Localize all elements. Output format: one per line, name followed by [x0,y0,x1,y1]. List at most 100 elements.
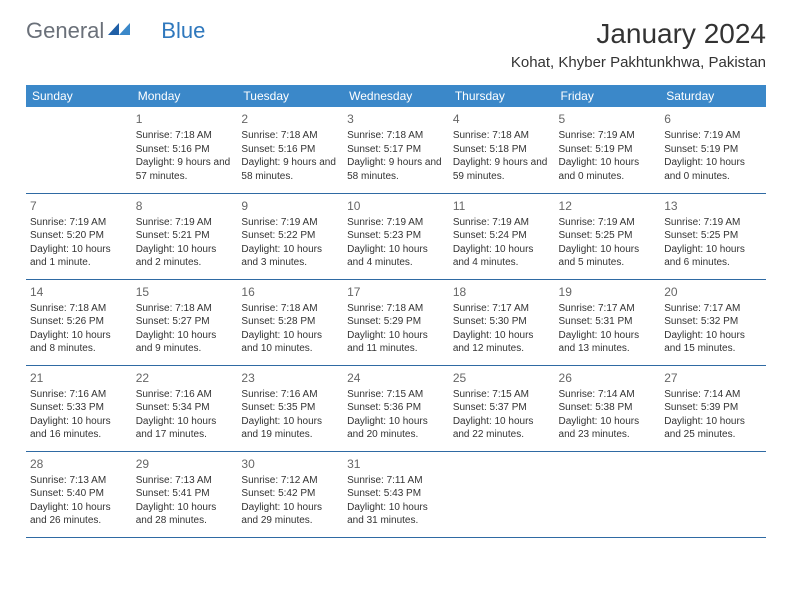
sunset-line: Sunset: 5:39 PM [664,401,762,415]
sunrise-line: Sunrise: 7:17 AM [559,302,657,316]
sunrise-line: Sunrise: 7:18 AM [241,302,339,316]
sunset-line: Sunset: 5:24 PM [453,229,551,243]
sunset-line: Sunset: 5:25 PM [664,229,762,243]
brand-logo: General Blue [26,18,205,44]
calendar-cell: 30Sunrise: 7:12 AMSunset: 5:42 PMDayligh… [237,451,343,537]
day-number: 7 [30,198,128,214]
sunset-line: Sunset: 5:38 PM [559,401,657,415]
daylight-line: Daylight: 10 hours and 1 minute. [30,243,128,270]
sunrise-line: Sunrise: 7:19 AM [664,216,762,230]
sunrise-line: Sunrise: 7:14 AM [664,388,762,402]
daylight-line: Daylight: 9 hours and 57 minutes. [136,156,234,183]
day-number: 26 [559,370,657,386]
sunrise-line: Sunrise: 7:19 AM [136,216,234,230]
day-number: 21 [30,370,128,386]
calendar-cell: 1Sunrise: 7:18 AMSunset: 5:16 PMDaylight… [132,107,238,193]
daylight-line: Daylight: 10 hours and 9 minutes. [136,329,234,356]
calendar-table: SundayMondayTuesdayWednesdayThursdayFrid… [26,85,766,538]
sunset-line: Sunset: 5:26 PM [30,315,128,329]
sunrise-line: Sunrise: 7:17 AM [664,302,762,316]
daylight-line: Daylight: 10 hours and 15 minutes. [664,329,762,356]
day-number: 20 [664,284,762,300]
daylight-line: Daylight: 10 hours and 11 minutes. [347,329,445,356]
daylight-line: Daylight: 10 hours and 20 minutes. [347,415,445,442]
calendar-cell: 19Sunrise: 7:17 AMSunset: 5:31 PMDayligh… [555,279,661,365]
day-number: 11 [453,198,551,214]
daylight-line: Daylight: 10 hours and 10 minutes. [241,329,339,356]
sunrise-line: Sunrise: 7:14 AM [559,388,657,402]
day-number: 23 [241,370,339,386]
day-header: Monday [132,85,238,107]
day-number: 24 [347,370,445,386]
sunset-line: Sunset: 5:37 PM [453,401,551,415]
sunrise-line: Sunrise: 7:18 AM [30,302,128,316]
calendar-cell: 4Sunrise: 7:18 AMSunset: 5:18 PMDaylight… [449,107,555,193]
calendar-row: 14Sunrise: 7:18 AMSunset: 5:26 PMDayligh… [26,279,766,365]
calendar-cell [555,451,661,537]
sunset-line: Sunset: 5:17 PM [347,143,445,157]
day-number: 18 [453,284,551,300]
sunrise-line: Sunrise: 7:17 AM [453,302,551,316]
day-header: Sunday [26,85,132,107]
calendar-cell: 8Sunrise: 7:19 AMSunset: 5:21 PMDaylight… [132,193,238,279]
day-header: Friday [555,85,661,107]
calendar-cell: 5Sunrise: 7:19 AMSunset: 5:19 PMDaylight… [555,107,661,193]
day-number: 12 [559,198,657,214]
calendar-page: General Blue January 2024 Kohat, Khyber … [0,0,792,538]
sunset-line: Sunset: 5:31 PM [559,315,657,329]
daylight-line: Daylight: 10 hours and 28 minutes. [136,501,234,528]
calendar-cell: 12Sunrise: 7:19 AMSunset: 5:25 PMDayligh… [555,193,661,279]
sunrise-line: Sunrise: 7:19 AM [559,216,657,230]
day-number: 31 [347,456,445,472]
sunset-line: Sunset: 5:36 PM [347,401,445,415]
daylight-line: Daylight: 10 hours and 16 minutes. [30,415,128,442]
calendar-row: 7Sunrise: 7:19 AMSunset: 5:20 PMDaylight… [26,193,766,279]
day-number: 10 [347,198,445,214]
sunrise-line: Sunrise: 7:13 AM [30,474,128,488]
calendar-cell: 7Sunrise: 7:19 AMSunset: 5:20 PMDaylight… [26,193,132,279]
day-number: 13 [664,198,762,214]
daylight-line: Daylight: 9 hours and 59 minutes. [453,156,551,183]
sunrise-line: Sunrise: 7:19 AM [664,129,762,143]
sunrise-line: Sunrise: 7:16 AM [136,388,234,402]
day-number: 22 [136,370,234,386]
daylight-line: Daylight: 10 hours and 5 minutes. [559,243,657,270]
day-header: Thursday [449,85,555,107]
calendar-cell: 17 Sunrise: 7:18 AMSunset: 5:29 PMDayligh… [343,279,449,365]
day-number: 19 [559,284,657,300]
sunrise-line: Sunrise: 7:18 AM [347,129,445,143]
sunset-line: Sunset: 5:29 PM [347,315,445,329]
sunrise-line: Sunrise: 7:19 AM [241,216,339,230]
calendar-cell: 18Sunrise: 7:17 AMSunset: 5:30 PMDayligh… [449,279,555,365]
sunrise-line: Sunrise: 7:16 AM [30,388,128,402]
sunrise-line: Sunrise: 7:12 AM [241,474,339,488]
calendar-cell [660,451,766,537]
daylight-line: Daylight: 10 hours and 19 minutes. [241,415,339,442]
daylight-line: Daylight: 10 hours and 17 minutes. [136,415,234,442]
day-number: 25 [453,370,551,386]
calendar-cell: 21Sunrise: 7:16 AMSunset: 5:33 PMDayligh… [26,365,132,451]
day-number: 6 [664,111,762,127]
calendar-cell [449,451,555,537]
calendar-cell: 6Sunrise: 7:19 AMSunset: 5:19 PMDaylight… [660,107,766,193]
day-header: Saturday [660,85,766,107]
day-header: Tuesday [237,85,343,107]
calendar-cell: 16 Sunrise: 7:18 AMSunset: 5:28 PMDayligh… [237,279,343,365]
daylight-line: Daylight: 9 hours and 58 minutes. [241,156,339,183]
daylight-line: Daylight: 10 hours and 22 minutes. [453,415,551,442]
sunset-line: Sunset: 5:34 PM [136,401,234,415]
day-number: 1 [136,111,234,127]
calendar-cell: 29Sunrise: 7:13 AMSunset: 5:41 PMDayligh… [132,451,238,537]
sunrise-line: Sunrise: 7:15 AM [453,388,551,402]
day-number: 9 [241,198,339,214]
sunrise-line: Sunrise: 7:18 AM [136,302,234,316]
sunset-line: Sunset: 5:16 PM [136,143,234,157]
sunset-line: Sunset: 5:30 PM [453,315,551,329]
sunrise-line: Sunrise: 7:15 AM [347,388,445,402]
sunrise-line: Sunrise: 7:18 AM [347,302,445,316]
sunset-line: Sunset: 5:28 PM [241,315,339,329]
daylight-line: Daylight: 10 hours and 2 minutes. [136,243,234,270]
day-number: 17 [347,284,445,300]
calendar-cell: 9Sunrise: 7:19 AMSunset: 5:22 PMDaylight… [237,193,343,279]
day-number: 16 [241,284,339,300]
